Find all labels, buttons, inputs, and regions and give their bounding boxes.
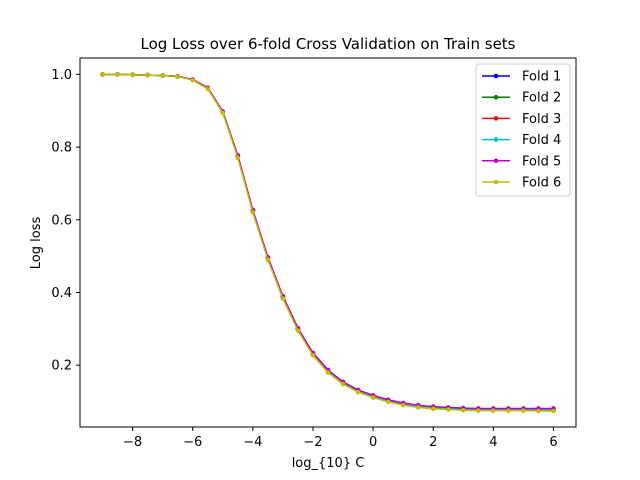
y-axis: 0.2 0.4 0.6 0.8 1.0 (51, 68, 80, 374)
chart-title: Log Loss over 6-fold Cross Validation on… (141, 35, 516, 53)
data-point (295, 328, 301, 333)
data-point (190, 77, 196, 83)
y-axis-label: Log loss (29, 217, 44, 270)
legend-label: Fold 2 (522, 91, 561, 106)
data-point (536, 408, 541, 414)
data-point (310, 353, 316, 358)
data-point (145, 72, 150, 78)
legend-label: Fold 3 (522, 112, 561, 127)
plot-frame (79, 57, 577, 428)
data-point (445, 407, 451, 412)
data-point (476, 408, 481, 413)
x-tick-label: 6 (549, 435, 557, 450)
data-point (205, 86, 211, 92)
data-point (370, 395, 376, 400)
series-layer (100, 72, 556, 414)
data-point (400, 402, 406, 408)
data-point (506, 408, 511, 413)
legend-item: Fold 1 (482, 70, 561, 85)
plot-area (79, 57, 577, 428)
y-tick-label: 1.0 (51, 68, 72, 83)
x-axis: −8 −6 −4 −2 0 2 4 6 (123, 427, 558, 450)
data-point (265, 257, 271, 263)
data-point (220, 110, 226, 116)
legend-item: Fold 2 (482, 91, 561, 106)
data-point (355, 389, 361, 395)
x-tick-label: −8 (123, 435, 142, 450)
legend-label: Fold 5 (522, 154, 561, 169)
legend-item: Fold 6 (482, 176, 561, 191)
x-tick-label: −2 (303, 435, 322, 450)
legend-marker (493, 94, 499, 100)
legend-label: Fold 6 (522, 176, 561, 191)
data-point (100, 72, 105, 77)
series-6 (100, 72, 556, 414)
legend: Fold 1 Fold 2 Fold 3 Fold 4 Fold 5 Fold 6 (475, 63, 571, 197)
data-point (491, 408, 496, 413)
data-point (551, 408, 556, 414)
y-tick-label: 0.4 (51, 286, 72, 301)
data-point (130, 72, 135, 78)
legend-marker (493, 137, 499, 142)
x-tick-label: −4 (243, 435, 262, 450)
y-tick-label: 0.6 (51, 213, 72, 228)
legend-item: Fold 3 (482, 112, 561, 127)
y-tick-label: 0.8 (51, 141, 72, 156)
legend-marker (493, 116, 499, 121)
legend-marker (493, 73, 499, 79)
y-tick-label: 0.2 (51, 359, 72, 374)
legend-label: Fold 1 (522, 70, 561, 85)
legend-marker (493, 158, 499, 164)
x-tick-label: 0 (369, 435, 377, 450)
data-point (415, 405, 421, 410)
data-point (250, 210, 256, 215)
data-point (325, 370, 331, 375)
data-point (175, 74, 180, 79)
legend-item: Fold 5 (482, 154, 561, 169)
data-point (430, 406, 436, 412)
data-point (235, 155, 241, 161)
legend-marker (493, 179, 499, 185)
legend-label: Fold 4 (522, 133, 561, 148)
data-point (280, 296, 286, 301)
data-point (115, 72, 120, 77)
x-tick-label: 4 (489, 435, 497, 450)
data-point (340, 381, 346, 387)
data-point (521, 408, 526, 413)
x-axis-label: log_{10} C (292, 456, 365, 471)
data-point (385, 399, 391, 405)
data-point (460, 407, 466, 413)
data-point (160, 73, 165, 78)
legend-item: Fold 4 (482, 133, 561, 148)
x-tick-label: −6 (183, 435, 202, 450)
x-tick-label: 2 (429, 435, 437, 450)
